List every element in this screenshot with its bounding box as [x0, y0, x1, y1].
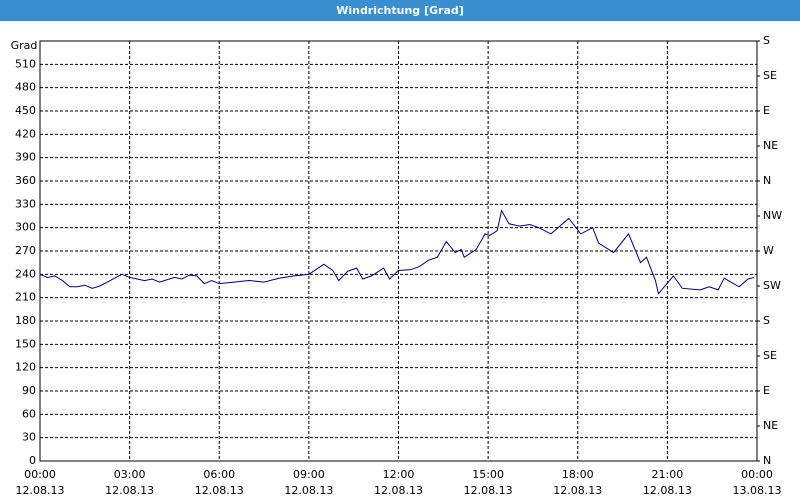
y-tick-label: 360 [15, 174, 36, 187]
x-tick-label: 21:00 [652, 468, 684, 481]
y-tick-label: 90 [22, 384, 36, 397]
y-tick-label: 420 [15, 127, 36, 140]
x-tick-date: 12.08.13 [553, 484, 602, 497]
y2-tick-label: N [763, 174, 771, 187]
x-tick-date: 13.08.13 [733, 484, 782, 497]
x-tick-label: 00:00 [741, 468, 773, 481]
y-tick-label: 120 [15, 361, 36, 374]
y-tick-label: 150 [15, 337, 36, 350]
y2-tick-label: W [763, 244, 774, 257]
y-tick-label: 300 [15, 221, 36, 234]
x-tick-date: 12.08.13 [374, 484, 423, 497]
y-tick-label: 60 [22, 407, 36, 420]
x-tick-date: 12.08.13 [643, 484, 692, 497]
x-tick-label: 00:00 [24, 468, 56, 481]
y2-tick-label: N [763, 454, 771, 467]
y-tick-label: 330 [15, 197, 36, 210]
y2-tick-label: NW [763, 209, 782, 222]
y2-tick-label: SE [763, 69, 777, 82]
y-tick-label: 30 [22, 431, 36, 444]
y-tick-label: 390 [15, 151, 36, 164]
y2-tick-label: NE [763, 419, 778, 432]
x-tick-label: 15:00 [472, 468, 504, 481]
y2-tick-label: S [763, 34, 770, 47]
data-line [39, 209, 755, 295]
y2-tick-label: S [763, 314, 770, 327]
title-bar [0, 0, 800, 21]
y-axis-label: Grad [11, 39, 38, 52]
x-tick-label: 09:00 [293, 468, 325, 481]
y-tick-label: 510 [15, 57, 36, 70]
y-tick-label: 0 [29, 454, 36, 467]
y-tick-label: 270 [15, 244, 36, 257]
y-tick-label: 480 [15, 81, 36, 94]
x-tick-date: 12.08.13 [16, 484, 65, 497]
y2-tick-label: SE [763, 349, 777, 362]
x-tick-label: 03:00 [114, 468, 146, 481]
x-tick-label: 06:00 [203, 468, 235, 481]
x-tick-label: 18:00 [562, 468, 594, 481]
x-tick-date: 12.08.13 [105, 484, 154, 497]
y-tick-label: 240 [15, 267, 36, 280]
y-tick-label: 210 [15, 291, 36, 304]
window-title: Windrichtung [Grad] [336, 4, 464, 17]
x-tick-date: 12.08.13 [284, 484, 333, 497]
y2-tick-label: E [763, 384, 770, 397]
x-tick-date: 12.08.13 [195, 484, 244, 497]
y-tick-label: 450 [15, 104, 36, 117]
y2-tick-label: SW [763, 279, 781, 292]
y2-tick-label: E [763, 104, 770, 117]
y-tick-label: 180 [15, 314, 36, 327]
x-tick-date: 12.08.13 [464, 484, 513, 497]
y2-tick-label: NE [763, 139, 778, 152]
x-tick-label: 12:00 [383, 468, 415, 481]
